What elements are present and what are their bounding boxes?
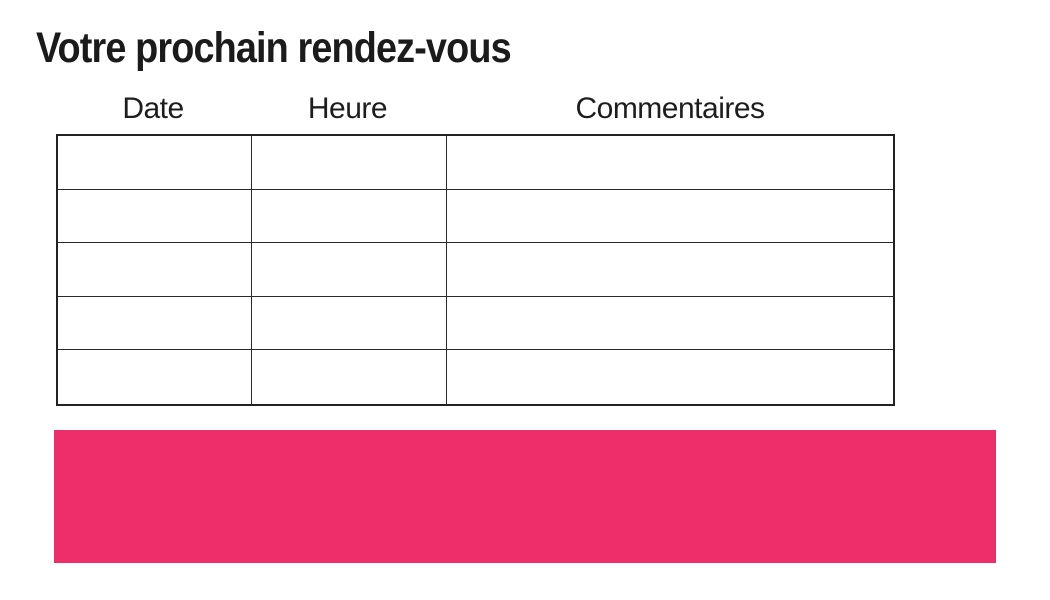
cell-commentaires [447,350,893,404]
table-row [58,136,893,190]
highlight-banner [54,430,996,563]
column-header-heure: Heure [307,92,388,125]
cell-commentaires [447,243,893,296]
cell-commentaires [447,136,893,189]
cell-date [58,136,252,189]
cell-commentaires [447,190,893,243]
cell-heure [252,189,447,243]
table-row [58,189,893,244]
cell-date [58,296,252,350]
cell-heure [252,350,447,404]
cell-heure [252,136,447,189]
cell-date [58,189,252,243]
column-header-commentaires: Commentaires [575,92,765,125]
cell-commentaires [447,297,893,350]
page-title: Votre prochain rendez-vous [36,24,512,72]
table-header-row: Date Heure Commentaires [56,88,895,130]
cell-date [58,350,252,404]
table-row [58,243,893,297]
table-row [58,350,893,404]
cell-heure [252,296,447,350]
cell-date [58,243,252,296]
column-header-date: Date [122,92,184,125]
appointment-table [56,134,895,406]
cell-heure [252,243,447,296]
table-row [58,296,893,351]
